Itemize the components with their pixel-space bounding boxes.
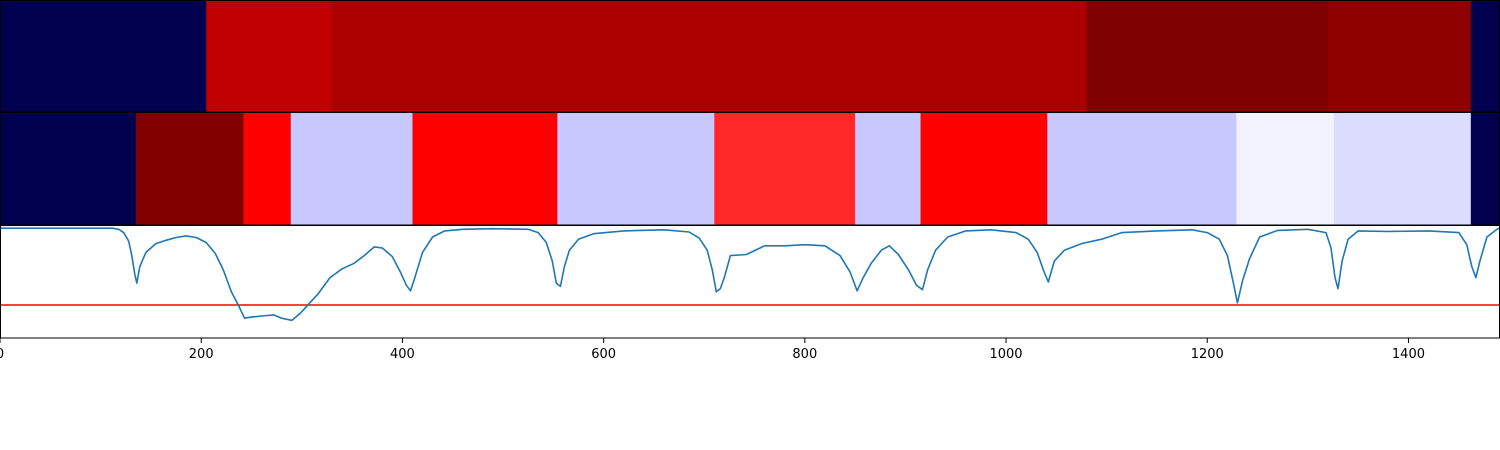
heatmap-cell-0-2 [331, 1, 1088, 112]
x-tick-label: 1200 [1191, 347, 1224, 362]
heatmap-cell-1-4 [412, 113, 558, 225]
heatmap-cell-1-9 [1047, 113, 1237, 225]
heatmap-cell-0-4 [1327, 1, 1472, 112]
line-panel-background [0, 226, 1500, 338]
x-tick-label: 400 [390, 347, 415, 362]
heatmap-row-top [0, 0, 1500, 113]
x-tick-label: 200 [189, 347, 214, 362]
heatmap-cell-1-7 [855, 113, 922, 225]
x-tick-label: 1000 [989, 347, 1022, 362]
heatmap-cell-0-0 [0, 1, 207, 112]
heatmap-cell-1-0 [0, 113, 137, 225]
series-line [0, 227, 1500, 322]
heatmap-cell-1-2 [243, 113, 292, 225]
heatmap-cell-1-10 [1236, 113, 1335, 225]
heatmap-cell-0-5 [1470, 1, 1500, 112]
x-axis: 0 200 400 600 800 1000 1200 1400 [0, 338, 1425, 362]
heatmap-cell-1-5 [557, 113, 715, 225]
heatmap-cell-1-11 [1334, 113, 1472, 225]
heatmap-cell-1-3 [290, 113, 413, 225]
x-tick-label: 600 [591, 347, 616, 362]
heatmap-row-middle [0, 112, 1500, 226]
x-tick-label: 0 [0, 347, 4, 362]
x-tick-label: 800 [792, 347, 817, 362]
heatmap-cell-1-12 [1470, 113, 1500, 225]
x-tick-label: 1400 [1392, 347, 1425, 362]
heatmap-cell-1-6 [714, 113, 856, 225]
heatmap-cell-0-1 [206, 1, 333, 112]
heatmap-cell-1-8 [920, 113, 1048, 225]
heatmap-cell-0-3 [1086, 1, 1329, 112]
heatmap-cell-1-1 [135, 113, 244, 225]
line-panel [0, 225, 1500, 339]
